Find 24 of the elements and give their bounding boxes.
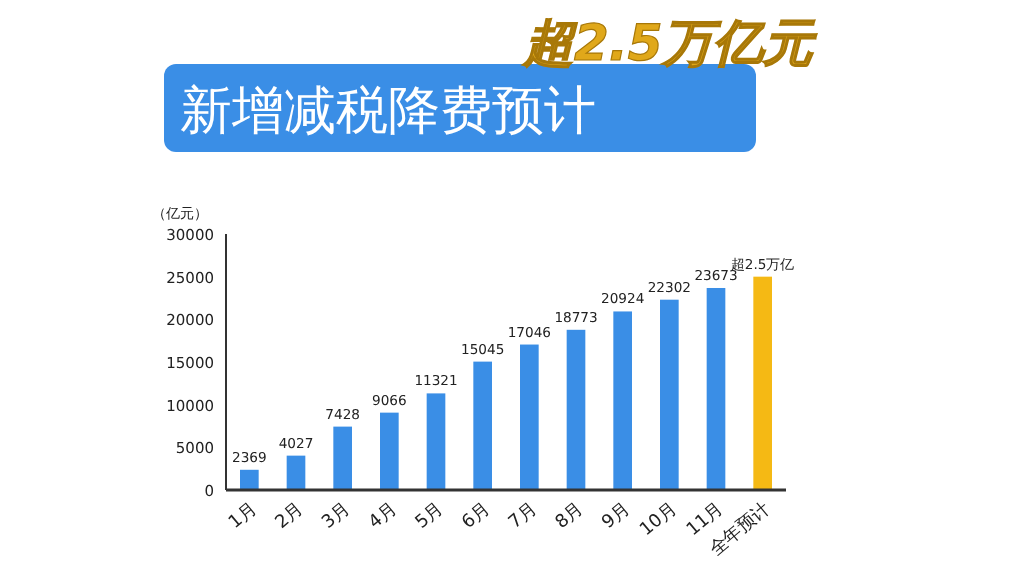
x-tick-label: 3月 (319, 499, 355, 534)
x-tick-label: 7月 (505, 499, 542, 534)
bar (426, 393, 446, 490)
bar (380, 412, 399, 490)
bar (566, 329, 586, 490)
chart-title: 新增减税降费预计 (180, 82, 596, 142)
bar (753, 276, 772, 490)
x-tick-label: 8月 (552, 499, 588, 534)
x-tick-label: 1月 (225, 499, 262, 534)
x-tick-label: 5月 (412, 499, 448, 534)
chart-subtitle: 超2.5万亿元 (520, 14, 819, 72)
bar (473, 361, 492, 490)
x-tick-label: 4月 (365, 499, 402, 534)
bar (286, 455, 306, 490)
bar (240, 469, 259, 490)
bar (613, 311, 632, 490)
x-tick-label: 9月 (599, 499, 635, 534)
x-tick-label: 10月 (637, 499, 682, 541)
bar (660, 299, 679, 490)
x-tick-label: 6月 (459, 499, 495, 534)
bar (706, 287, 726, 490)
bar (520, 344, 539, 490)
x-tick-label: 2月 (272, 499, 308, 534)
bar (333, 426, 352, 490)
